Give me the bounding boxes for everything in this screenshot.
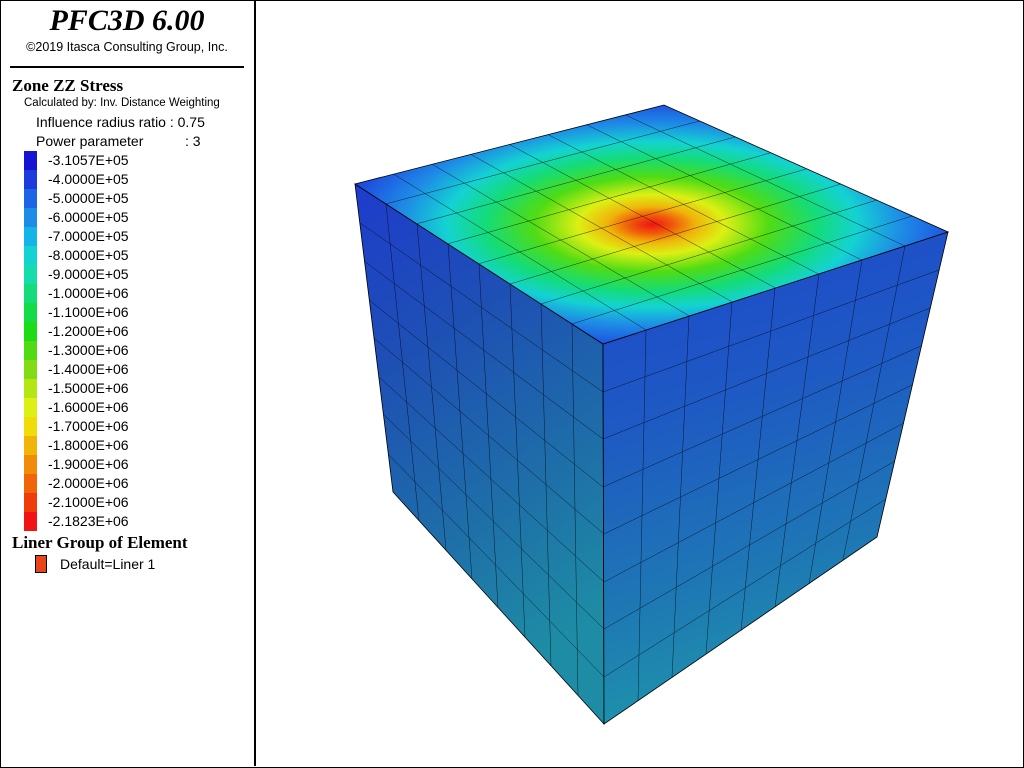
legend-swatch	[24, 322, 37, 341]
legend-item: -1.3000E+06	[24, 341, 244, 360]
legend-value-label: -9.0000E+05	[48, 266, 129, 282]
legend-swatch	[24, 303, 37, 322]
legend-item: -2.1000E+06	[24, 493, 244, 512]
legend-item: -1.1000E+06	[24, 303, 244, 322]
legend-swatch	[24, 284, 37, 303]
legend-item: -2.1823E+06	[24, 512, 244, 531]
legend-value-label: -1.2000E+06	[48, 323, 129, 339]
legend-value-label: -1.4000E+06	[48, 361, 129, 377]
legend-value-label: -2.1000E+06	[48, 494, 129, 510]
zone-cube-render	[354, 104, 950, 726]
app-title: PFC3D 6.00	[49, 4, 205, 37]
legend-swatch	[24, 417, 37, 436]
legend-value-label: -2.1823E+06	[48, 513, 129, 529]
legend-value-label: -1.8000E+06	[48, 437, 129, 453]
influence-radius: Influence radius ratio : 0.75	[36, 114, 205, 130]
legend-swatch	[24, 246, 37, 265]
legend-item: -5.0000E+05	[24, 189, 244, 208]
model-viewport[interactable]	[258, 1, 1022, 766]
legend-swatch	[24, 151, 37, 170]
legend-swatch	[24, 360, 37, 379]
top-mesh	[385, 114, 913, 331]
legend-item: -6.0000E+05	[24, 208, 244, 227]
legend-item: -1.0000E+06	[24, 284, 244, 303]
legend-item: -1.8000E+06	[24, 436, 244, 455]
legend-value-label: -1.0000E+06	[48, 285, 129, 301]
legend-value-label: -8.0000E+05	[48, 247, 129, 263]
legend-item: -1.4000E+06	[24, 360, 244, 379]
legend-swatch	[24, 474, 37, 493]
legend-item: -1.6000E+06	[24, 398, 244, 417]
legend-item: -8.0000E+05	[24, 246, 244, 265]
legend-value-label: -6.0000E+05	[48, 209, 129, 225]
legend-panel: PFC3D 6.00 ©2019 Itasca Consulting Group…	[0, 0, 256, 766]
legend-value-label: -1.9000E+06	[48, 456, 129, 472]
legend-swatch	[24, 227, 37, 246]
cube-top-face	[354, 104, 950, 345]
legend-swatch	[24, 493, 37, 512]
legend-swatch	[24, 341, 37, 360]
legend-item: -9.0000E+05	[24, 265, 244, 284]
calc-method: Calculated by: Inv. Distance Weighting	[24, 97, 220, 109]
legend-swatch	[24, 265, 37, 284]
legend-value-label: -1.1000E+06	[48, 304, 129, 320]
left-mesh	[359, 203, 605, 696]
legend-item: -1.7000E+06	[24, 417, 244, 436]
liner-label: Default=Liner 1	[60, 556, 156, 572]
legend-value-label: -2.0000E+06	[48, 475, 129, 491]
legend-swatch	[24, 455, 37, 474]
legend-value-label: -7.0000E+05	[48, 228, 129, 244]
legend-swatch	[24, 436, 37, 455]
power-parameter-value: : 3	[185, 133, 201, 149]
legend-item: -1.2000E+06	[24, 322, 244, 341]
legend-divider	[10, 66, 244, 68]
legend-value-label: -3.1057E+05	[48, 152, 129, 168]
right-mesh	[602, 245, 940, 702]
legend-swatch	[24, 512, 37, 531]
legend-swatch	[24, 170, 37, 189]
legend-item: -3.1057E+05	[24, 151, 244, 170]
legend-value-label: -1.6000E+06	[48, 399, 129, 415]
legend-heading: Zone ZZ Stress	[12, 76, 124, 95]
legend-swatch	[24, 208, 37, 227]
legend-value-label: -4.0000E+05	[48, 171, 129, 187]
legend-swatch	[24, 189, 37, 208]
legend-value-label: -1.5000E+06	[48, 380, 129, 396]
legend-value-label: -5.0000E+05	[48, 190, 129, 206]
legend-value-label: -1.3000E+06	[48, 342, 129, 358]
copyright-text: ©2019 Itasca Consulting Group, Inc.	[26, 40, 228, 54]
legend-item: -4.0000E+05	[24, 170, 244, 189]
liner-heading: Liner Group of Element	[12, 533, 188, 552]
legend-item: -7.0000E+05	[24, 227, 244, 246]
liner-swatch	[35, 555, 47, 573]
legend-value-label: -1.7000E+06	[48, 418, 129, 434]
legend-item: -1.9000E+06	[24, 455, 244, 474]
legend-swatch	[24, 379, 37, 398]
legend-item: -1.5000E+06	[24, 379, 244, 398]
legend-swatch	[24, 398, 37, 417]
legend-item: -2.0000E+06	[24, 474, 244, 493]
power-parameter-name: Power parameter	[36, 133, 144, 149]
